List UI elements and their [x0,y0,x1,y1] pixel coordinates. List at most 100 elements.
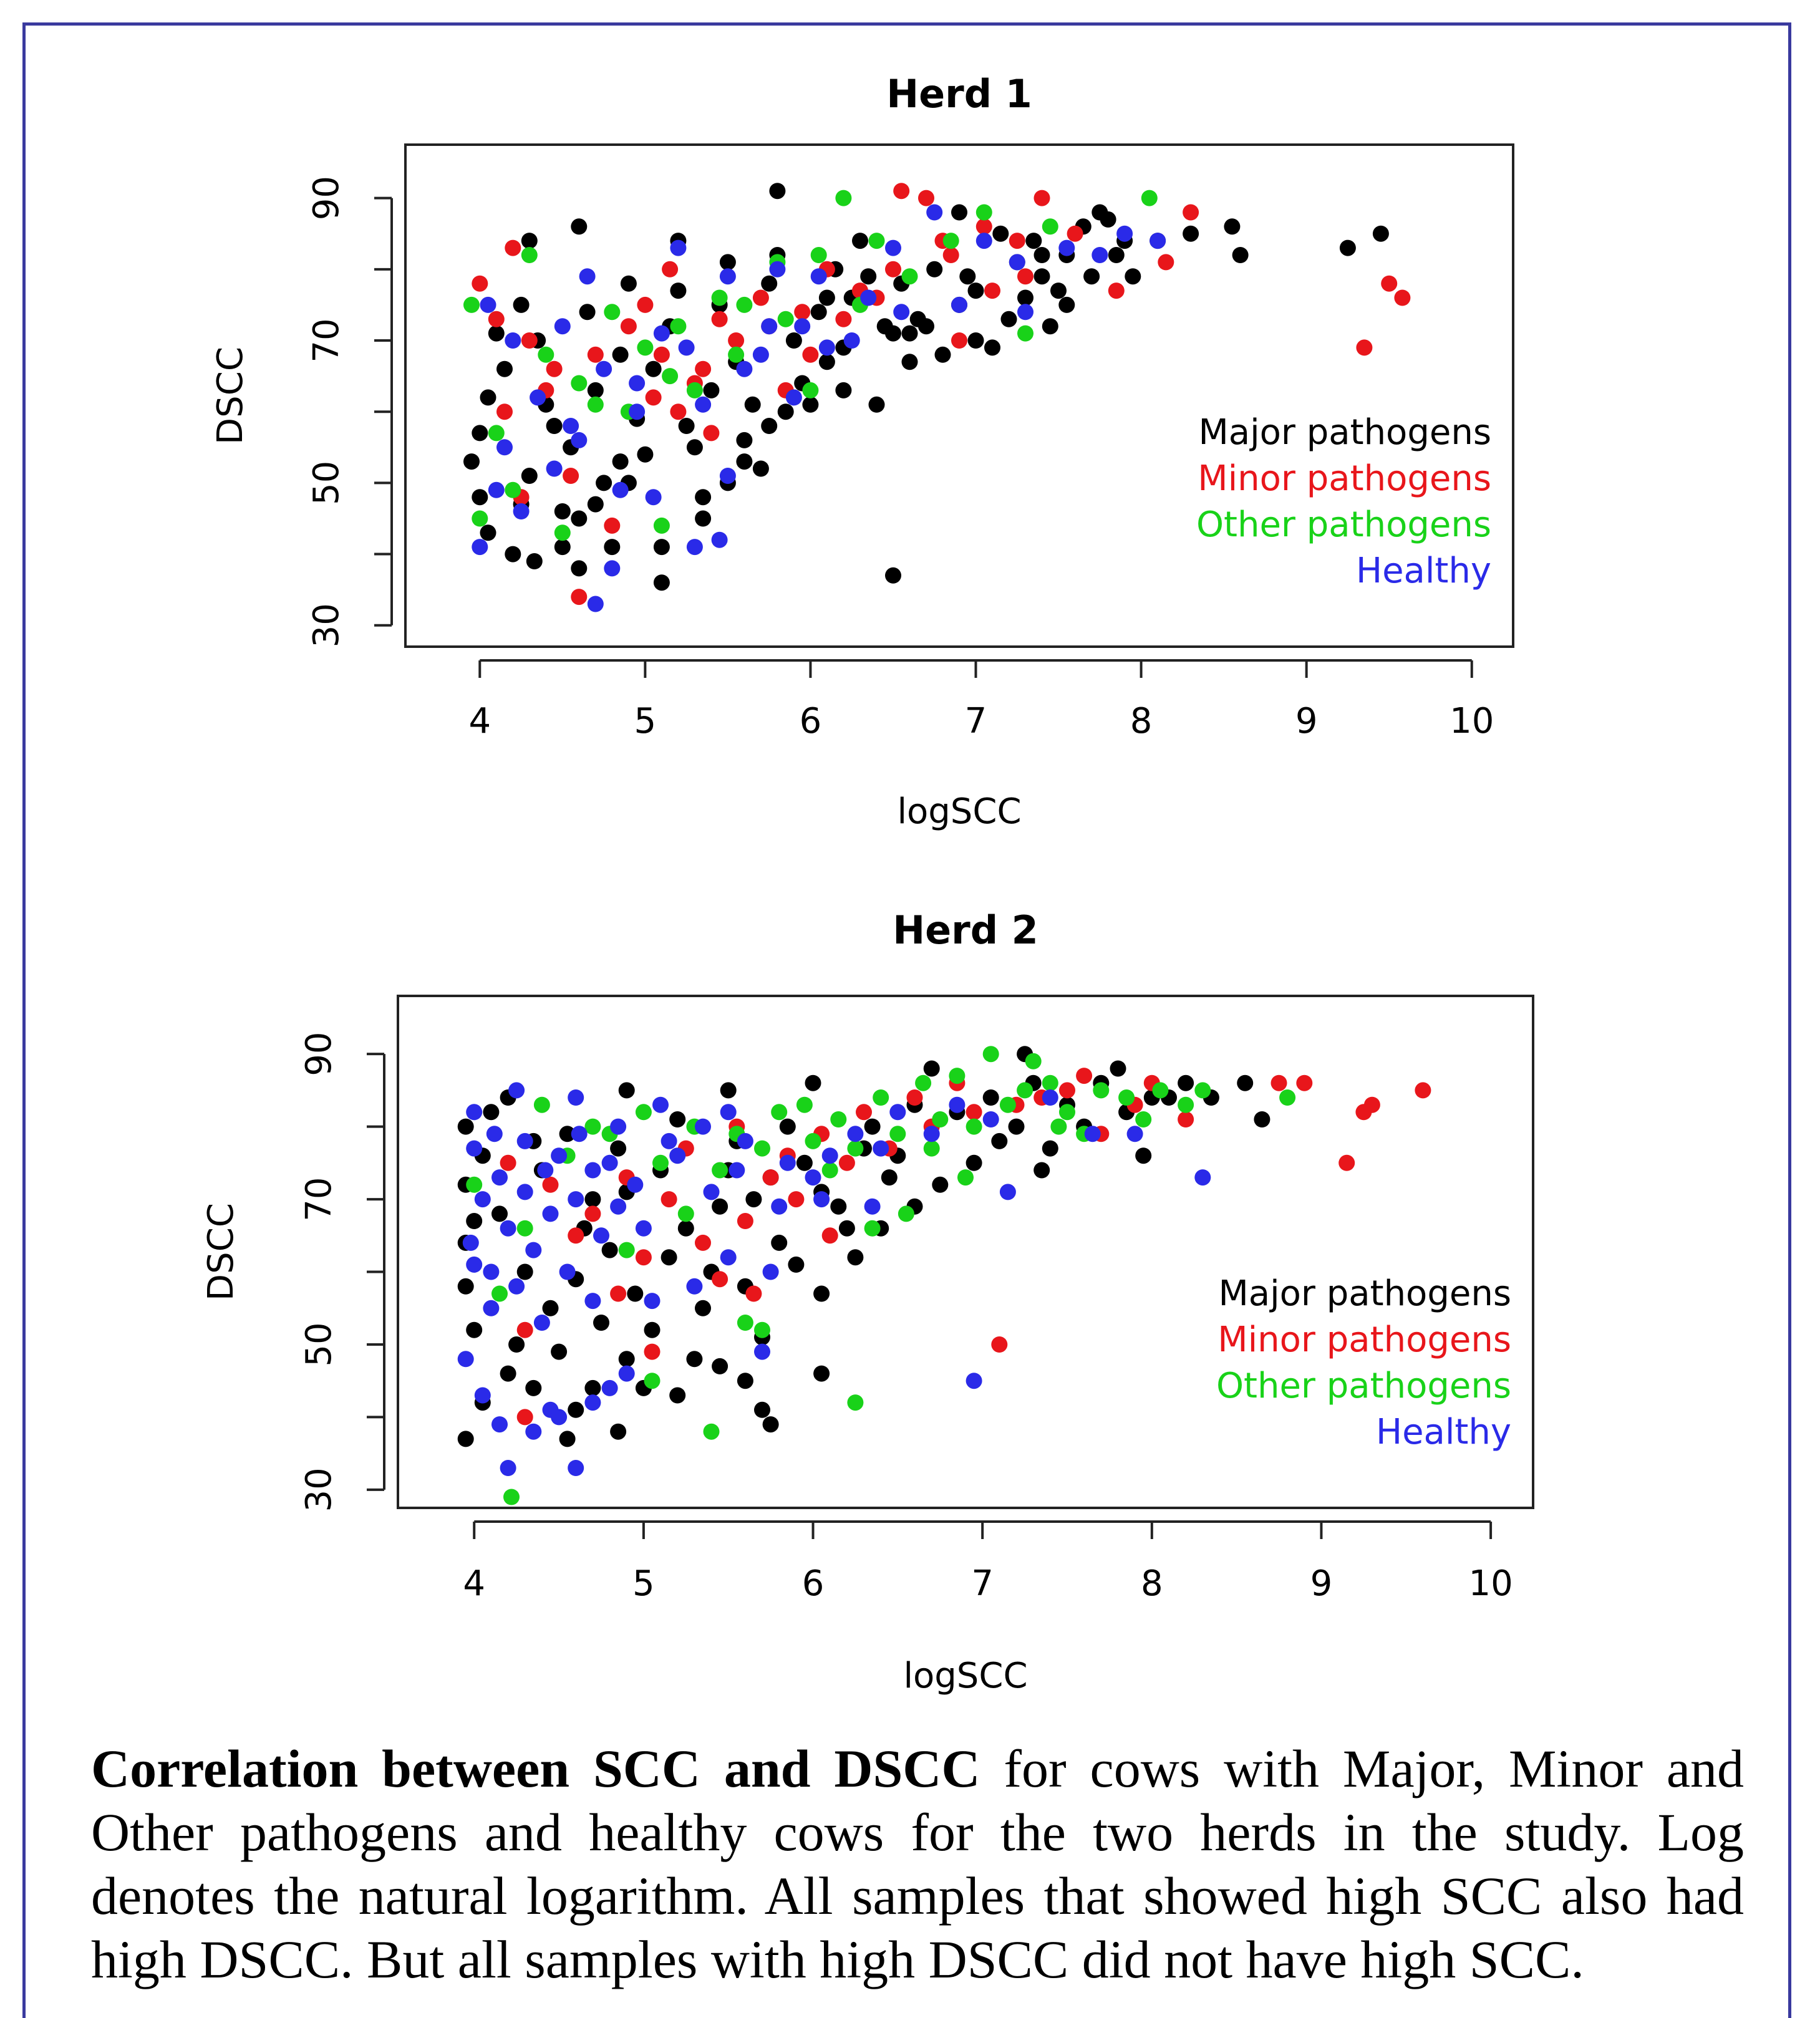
data-point [533,1096,550,1113]
data-point [563,468,579,484]
data-point [662,261,679,278]
data-point [1152,1082,1169,1099]
data-point [893,183,910,200]
data-point [559,1126,576,1142]
x-axis-label: logSCC [897,791,1021,832]
data-point [1059,1082,1075,1099]
data-point [637,446,654,463]
data-point [771,1234,788,1251]
data-point [728,346,745,363]
data-point [551,1409,568,1426]
data-point [1394,289,1411,306]
y-axis-label: DSCC [210,347,251,445]
data-point [1050,1118,1067,1135]
y-tick-label: 70 [299,1177,339,1221]
data-point [703,382,720,398]
data-point [1126,1126,1143,1142]
data-point [505,481,521,498]
data-point [513,503,530,519]
data-point [472,510,488,527]
data-point [554,524,571,541]
data-point [942,233,959,249]
data-point [835,190,852,206]
data-point [525,1423,542,1440]
data-point [587,346,604,363]
data-point [474,1387,491,1404]
data-point [653,574,670,591]
data-point [1296,1074,1313,1091]
data-point [754,1321,770,1338]
data-point [785,332,802,349]
legend-entry-minor: Minor pathogens [1198,458,1491,499]
data-point [1093,1082,1110,1099]
data-point [670,318,687,335]
series-minor [472,183,1411,606]
data-point [901,354,918,370]
data-point [860,289,877,306]
data-point [695,396,712,413]
data-point [695,1234,711,1251]
data-point [457,1351,474,1368]
data-point [645,489,662,506]
data-point [579,304,596,321]
data-point [516,1220,533,1237]
data-point [571,589,588,606]
data-point [1135,1147,1152,1164]
data-point [992,225,1009,242]
data-point [670,403,687,420]
data-point [604,304,621,321]
data-point [593,1227,609,1244]
data-point [951,296,967,313]
data-point [1067,225,1083,242]
data-point [546,460,563,477]
data-point [604,560,621,577]
y-tick-label: 30 [299,1467,339,1512]
data-point [1178,1096,1194,1113]
data-point [1254,1111,1271,1127]
data-point [923,1140,940,1157]
data-point [627,1285,644,1302]
x-tick-label: 9 [1310,1563,1333,1604]
data-point [629,403,646,420]
data-point [488,325,505,342]
data-point [505,239,521,256]
data-point [720,1082,737,1099]
data-point [579,268,596,285]
x-tick-label: 4 [463,1563,485,1604]
data-point [835,311,852,327]
data-point [1415,1082,1431,1099]
data-point [712,1162,728,1179]
data-point [496,403,513,420]
data-point [554,503,571,519]
data-point [737,1315,753,1331]
data-point [571,432,588,448]
data-point [1232,247,1249,263]
data-point [695,1118,711,1135]
data-point [488,481,505,498]
data-point [480,389,496,406]
data-point [967,282,984,299]
data-point [483,1104,500,1121]
data-point [466,1213,483,1229]
data-point [618,1351,635,1368]
data-point [712,1198,728,1215]
data-point [796,1154,813,1171]
data-point [736,453,753,470]
data-point [777,311,794,327]
data-point [618,1365,635,1382]
data-point [463,453,480,470]
data-point [788,1256,805,1273]
data-point [559,1263,576,1280]
data-point [670,239,687,256]
legend-entry-healthy: Healthy [1356,551,1491,591]
data-point [571,218,588,235]
data-point [1118,1089,1135,1106]
data-point [584,1205,601,1222]
data-point [503,1489,520,1505]
x-tick-label: 10 [1468,1563,1513,1604]
data-point [737,1373,753,1389]
data-point [686,382,703,398]
data-point [678,418,695,434]
x-tick-label: 5 [634,701,657,741]
y-tick-label: 90 [299,1032,339,1076]
